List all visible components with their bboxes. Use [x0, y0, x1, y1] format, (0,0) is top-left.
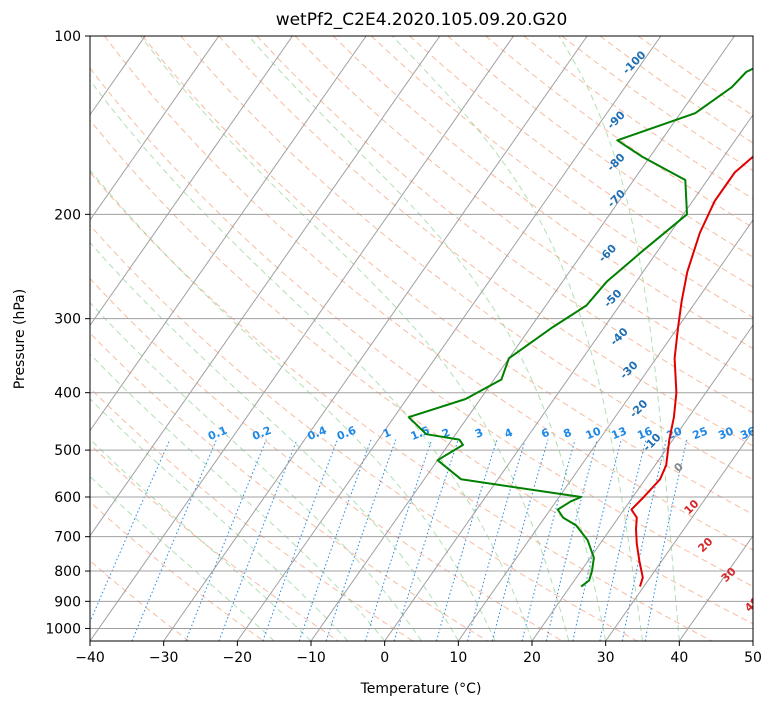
- isotherm-label: 40: [742, 594, 762, 614]
- isotherm-line: [16, 36, 440, 641]
- moist-adiabat-line: [58, 36, 532, 641]
- y-tick-label: 1000: [45, 621, 81, 637]
- mixing-ratio-label: 0.1: [206, 424, 229, 443]
- moist-adiabat-line: [141, 36, 569, 641]
- y-tick-label: 300: [54, 312, 81, 328]
- moist-adiabat-line: [0, 36, 385, 641]
- mixing-ratio-line: [299, 440, 371, 641]
- mixing-ratio-label: 13: [610, 424, 629, 442]
- dry-adiabat-line: [0, 36, 263, 641]
- mixing-ratio-label: 8: [562, 426, 574, 441]
- dry-adiabat-line: [0, 36, 712, 641]
- dry-adiabat-line: [0, 36, 488, 641]
- moist-adiabat-line: [0, 36, 495, 641]
- dry-adiabat-line: [0, 36, 562, 641]
- isotherm-label: -100: [620, 48, 649, 77]
- isotherm-label: -40: [608, 325, 631, 348]
- dry-adiabat-line: [104, 36, 775, 641]
- mixing-ratio-line: [522, 440, 575, 641]
- mixing-ratio-label: 10: [584, 424, 603, 442]
- mixing-ratio-label: 30: [716, 424, 735, 442]
- mixing-ratio-line: [546, 440, 597, 641]
- isotherm-line: [90, 36, 514, 641]
- isotherm-label: 10: [682, 497, 702, 517]
- dry-adiabat-line: [143, 36, 775, 641]
- y-tick-label: 800: [54, 564, 81, 580]
- mixing-ratio-line: [365, 440, 432, 641]
- dry-adiabat-line: [486, 36, 775, 641]
- isotherm-line: [385, 36, 775, 641]
- x-axis-label: Temperature (°C): [360, 681, 482, 697]
- mixing-ratio-line: [600, 440, 646, 641]
- isotherm-line: [753, 36, 775, 641]
- dry-adiabat-line: [257, 36, 775, 641]
- mixing-ratio-label: 0.4: [306, 424, 329, 443]
- x-tick-label: 40: [670, 650, 688, 666]
- dry-adiabat-line: [0, 36, 338, 641]
- mixing-ratio-line: [468, 440, 526, 641]
- isotherm-label: 0: [671, 460, 686, 475]
- isotherm-label: -80: [604, 151, 627, 174]
- mixing-ratio-label: 4: [503, 426, 515, 441]
- mixing-ratio-line: [263, 440, 338, 641]
- y-axis-label: Pressure (hPa): [12, 289, 28, 389]
- isotherm-line: [0, 36, 219, 641]
- mixing-ratio-label: 0.6: [335, 424, 358, 443]
- dry-adiabat-line: [524, 36, 775, 641]
- isotherm-line: [237, 36, 661, 641]
- mixing-ratio-line: [573, 440, 622, 641]
- y-tick-label: 900: [54, 594, 81, 610]
- mixing-ratio-label: 0.2: [250, 424, 273, 443]
- dry-adiabat-line: [0, 36, 413, 641]
- mixing-ratio-label: 3: [473, 426, 485, 441]
- mixing-ratio-line: [326, 440, 396, 641]
- isotherm-line: [311, 36, 735, 641]
- y-tick-label: 200: [54, 207, 81, 223]
- mixing-ratio-label: 1: [381, 426, 393, 441]
- x-tick-label: −30: [149, 650, 179, 666]
- x-tick-label: −20: [223, 650, 253, 666]
- mixing-ratio-label: 25: [691, 424, 710, 442]
- y-tick-label: 500: [54, 443, 81, 459]
- x-tick-label: −40: [75, 650, 105, 666]
- chart-title: wetPf2_C2E4.2020.105.09.20.G20: [0, 10, 775, 30]
- dry-adiabat-line: [0, 36, 189, 641]
- x-tick-label: 30: [597, 650, 615, 666]
- isotherm-label: 30: [719, 565, 739, 585]
- isotherm-line: [164, 36, 588, 641]
- mixing-ratio-line: [436, 440, 497, 641]
- y-tick-label: 700: [54, 530, 81, 546]
- isotherm-line: [679, 36, 775, 641]
- mixing-ratio-line: [492, 440, 548, 641]
- x-tick-label: 50: [744, 650, 762, 666]
- y-tick-label: 400: [54, 386, 81, 402]
- isotherm-line: [0, 36, 293, 641]
- isotherm-line: [0, 36, 366, 641]
- isotherm-line: [0, 36, 72, 641]
- x-tick-label: 10: [449, 650, 467, 666]
- isotherm-label: -60: [596, 241, 619, 264]
- mixing-ratio-label: 36: [738, 424, 757, 442]
- y-tick-label: 100: [54, 29, 81, 45]
- isotherm-line: [606, 36, 775, 641]
- y-tick-label: 600: [54, 490, 81, 506]
- mixing-ratio-line: [622, 440, 666, 641]
- dewpoint-profile-line: [409, 36, 775, 587]
- x-tick-label: 0: [380, 650, 389, 666]
- x-tick-label: −10: [296, 650, 326, 666]
- moist-adiabat-line: [0, 36, 422, 641]
- mixing-ratio-line: [82, 440, 170, 641]
- dry-adiabat-line: [371, 36, 775, 641]
- mixing-ratio-label: 6: [539, 426, 551, 441]
- mixing-ratio-line: [132, 440, 217, 641]
- x-tick-label: 20: [523, 650, 541, 666]
- mixing-ratio-label: 1.5: [409, 424, 432, 443]
- isotherm-label: -50: [601, 287, 624, 310]
- mixing-ratio-line: [186, 440, 266, 641]
- isotherm-label: -20: [627, 397, 650, 420]
- isotherm-label: 20: [695, 535, 715, 555]
